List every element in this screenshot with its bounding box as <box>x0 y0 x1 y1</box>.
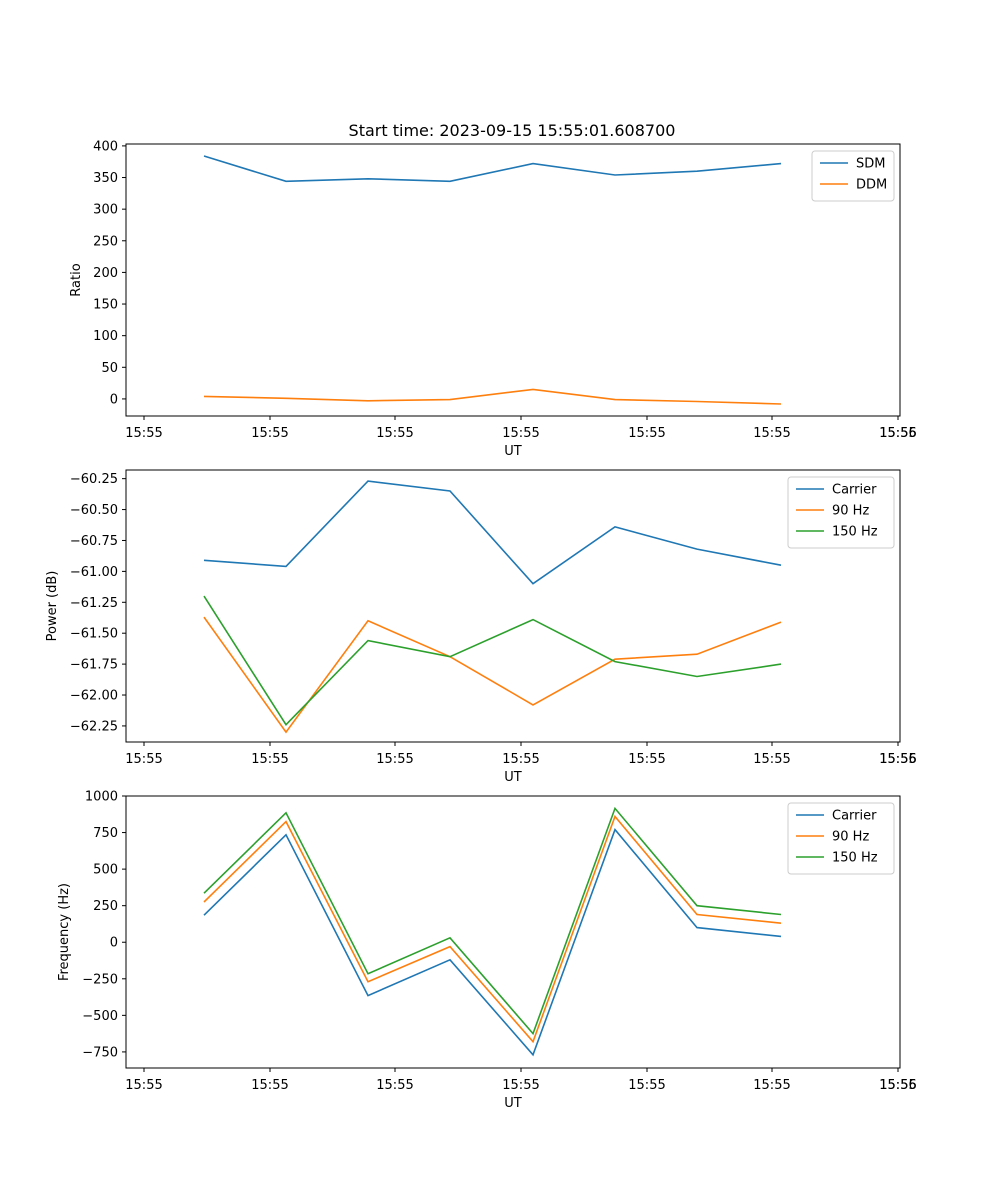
x-tick-label: 15:55 <box>125 1078 162 1093</box>
y-tick-label: −61.25 <box>70 596 118 611</box>
subplot-1: 15:55 15:55 15:55 15:55 15:55 15:55 15:5515:56… <box>69 139 917 459</box>
y-axis-label: Power (dB) <box>45 571 60 642</box>
legend-entry: 90 Hz <box>832 504 869 519</box>
x-end-tick-label: 15:56 <box>879 752 916 767</box>
y-tick-label: −60.75 <box>70 534 118 549</box>
x-tick-label: 15:55 <box>753 1078 790 1093</box>
series-line-carrier <box>203 828 782 1057</box>
axes-frame <box>125 795 901 1069</box>
x-end-tick-label: 15:56 <box>879 426 916 441</box>
y-tick-label: 250 <box>93 899 118 914</box>
legend-entry: 150 Hz <box>832 525 878 540</box>
y-tick-label: −62.25 <box>70 719 118 734</box>
y-tick-label: 400 <box>93 139 118 154</box>
x-tick-label: 15:55 <box>879 752 916 767</box>
y-tick-label: 0 <box>110 392 118 407</box>
x-tick-label: 15:55 <box>125 426 162 441</box>
series-line-90-hz <box>203 814 782 1044</box>
x-tick-label: 15:55 <box>879 1078 916 1093</box>
y-tick-label: −60.25 <box>70 472 118 487</box>
y-tick-label: −61.75 <box>70 658 118 673</box>
x-axis-label: UT <box>504 1096 522 1111</box>
y-tick-label: −60.50 <box>70 503 118 518</box>
series-line-carrier <box>203 480 782 585</box>
y-tick-label: −62.00 <box>70 689 118 704</box>
y-axis-label: Frequency (Hz) <box>57 883 72 981</box>
series-line-ddm <box>203 388 782 405</box>
y-tick-label: 1000 <box>85 790 118 805</box>
x-tick-label: 15:55 <box>502 1078 539 1093</box>
y-tick-label: −500 <box>82 1009 118 1024</box>
x-tick-label: 15:55 <box>628 1078 665 1093</box>
y-tick-label: 150 <box>93 298 118 313</box>
y-tick-label: −250 <box>82 972 118 987</box>
x-tick-label: 15:55 <box>628 752 665 767</box>
y-tick-label: 750 <box>93 826 118 841</box>
legend-entry: DDM <box>856 178 887 193</box>
legend: Carrier 90 Hz 150 Hz <box>787 802 895 875</box>
x-tick-label: 15:55 <box>251 752 288 767</box>
y-tick-label: 250 <box>93 234 118 249</box>
x-tick-label: 15:55 <box>376 1078 413 1093</box>
y-tick-label: 350 <box>93 171 118 186</box>
axes-frame <box>125 143 901 417</box>
x-axis-label: UT <box>504 770 522 785</box>
x-tick-label: 15:55 <box>502 426 539 441</box>
axes-frame <box>125 469 901 743</box>
legend-entry: SDM <box>856 157 885 172</box>
series-line-150-hz <box>203 595 782 726</box>
legend-entry: 90 Hz <box>832 830 869 845</box>
subplot-3: 15:55 15:55 15:55 15:55 15:55 15:55 15:5515:56… <box>57 790 917 1112</box>
x-tick-label: 15:55 <box>753 752 790 767</box>
x-tick-label: 15:55 <box>376 752 413 767</box>
x-tick-label: 15:55 <box>125 752 162 767</box>
y-axis-label: Ratio <box>69 263 84 296</box>
y-tick-label: −750 <box>82 1045 118 1060</box>
legend-entry: Carrier <box>832 809 877 824</box>
x-end-tick-label: 15:56 <box>879 1078 916 1093</box>
x-tick-label: 15:55 <box>753 426 790 441</box>
x-tick-label: 15:55 <box>251 1078 288 1093</box>
y-tick-label: 0 <box>110 936 118 951</box>
y-tick-label: 500 <box>93 863 118 878</box>
x-tick-label: 15:55 <box>628 426 665 441</box>
y-tick-label: −61.50 <box>70 627 118 642</box>
x-tick-label: 15:55 <box>502 752 539 767</box>
x-axis-label: UT <box>504 444 522 459</box>
y-tick-label: −61.00 <box>70 565 118 580</box>
legend: SDM DDM <box>811 150 895 202</box>
x-tick-label: 15:55 <box>879 426 916 441</box>
y-tick-label: 200 <box>93 266 118 281</box>
y-tick-label: 50 <box>101 361 118 376</box>
series-line-sdm <box>203 155 782 183</box>
y-tick-label: 300 <box>93 203 118 218</box>
subplot-2: 15:55 15:55 15:55 15:55 15:55 15:55 15:5515:56… <box>45 469 917 785</box>
x-tick-label: 15:55 <box>251 426 288 441</box>
series-line-150-hz <box>203 806 782 1036</box>
series-line-90-hz <box>203 616 782 734</box>
subplots: 15:55 15:55 15:55 15:55 15:55 15:55 15:5515:56… <box>45 139 917 1111</box>
y-tick-label: 100 <box>93 329 118 344</box>
legend-entry: Carrier <box>832 483 877 498</box>
legend-entry: 150 Hz <box>832 851 878 866</box>
x-tick-label: 15:55 <box>376 426 413 441</box>
legend: Carrier 90 Hz 150 Hz <box>787 476 895 549</box>
figure-title: Start time: 2023-09-15 15:55:01.608700 <box>349 121 676 140</box>
